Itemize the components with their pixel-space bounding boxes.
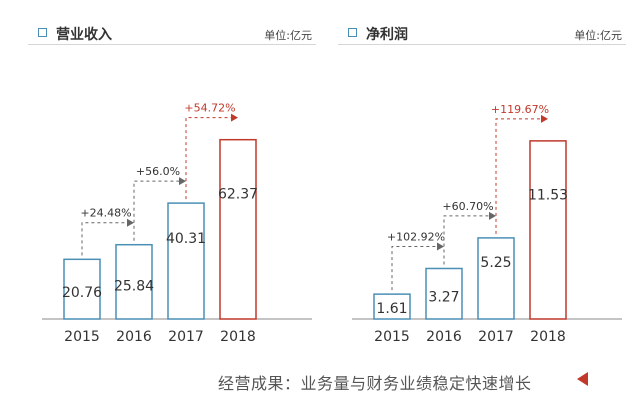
growth-arrow-2017: [443, 215, 490, 265]
value-label-2017: 40.31: [166, 231, 206, 247]
bar-2015: [63, 258, 101, 320]
value-label-2015: 1.61: [376, 301, 407, 317]
square-bullet-icon: [38, 28, 47, 37]
growth-label-2018: +54.72%: [184, 102, 235, 115]
square-bullet-icon: [348, 28, 357, 37]
value-label-2018: 11.53: [528, 187, 568, 203]
bar-2018: [219, 138, 257, 320]
tick-label-2018: 2018: [530, 329, 566, 345]
growth-arrow-2017: [133, 180, 180, 241]
growth-arrow-2018: [495, 118, 542, 234]
growth-arrowhead-2018: [231, 113, 238, 122]
tick-label-2015: 2015: [374, 329, 410, 345]
net-profit-chart: 1.61 2015 3.27 2016 5.25 2017 11.53 2018 +102.92…: [352, 103, 622, 345]
tick-label-2015: 2015: [64, 329, 100, 345]
tick-label-2018: 2018: [220, 329, 256, 345]
growth-label-2016: +24.48%: [80, 207, 131, 220]
net-profit-panel-header: 净利润 单位:亿元: [338, 24, 626, 45]
net-profit-title: 净利润: [366, 27, 408, 43]
revenue-chart: 20.76 2015 25.84 2016 40.31 2017 62.37 2018 +24.…: [42, 102, 312, 345]
growth-arrowhead-2018: [541, 114, 548, 123]
net-profit-panel: 净利润 单位:亿元 1.61 2015 3.27 2016 5.25 2017 11.53 2…: [330, 0, 630, 350]
value-label-2015: 20.76: [62, 285, 102, 301]
growth-arrowhead-2017: [489, 211, 496, 220]
value-label-2017: 5.25: [480, 255, 511, 271]
growth-arrow-2016: [81, 222, 128, 256]
value-label-2018: 62.37: [218, 186, 258, 202]
tick-label-2017: 2017: [168, 329, 204, 345]
net-profit-unit: 单位:亿元: [574, 29, 622, 42]
bar-2017: [477, 237, 515, 320]
revenue-panel: 营业收入 单位:亿元 20.76 2015 25.84 2016 40.31 2017 62…: [20, 0, 320, 350]
value-label-2016: 25.84: [114, 279, 154, 295]
footer-caption: 经营成果：业务量与财务业绩稳定快速增长: [218, 374, 532, 393]
tick-label-2016: 2016: [116, 329, 152, 345]
growth-arrowhead-2017: [179, 177, 186, 186]
revenue-title: 营业收入: [56, 27, 112, 43]
bar-2017: [167, 202, 205, 320]
bar-2016: [425, 267, 463, 320]
revenue-unit: 单位:亿元: [264, 29, 312, 42]
growth-arrowhead-2016: [127, 218, 134, 227]
tick-label-2017: 2017: [478, 329, 514, 345]
growth-label-2016: +102.92%: [387, 230, 445, 243]
growth-label-2017: +56.0%: [136, 165, 180, 178]
tick-label-2016: 2016: [426, 329, 462, 345]
growth-arrow-2016: [391, 245, 438, 291]
growth-arrowhead-2016: [437, 242, 444, 251]
value-label-2016: 3.27: [428, 289, 459, 305]
growth-label-2018: +119.67%: [491, 103, 549, 116]
left-arrow-icon: [577, 372, 588, 386]
bar-2016: [115, 243, 153, 320]
revenue-panel-header: 营业收入 单位:亿元: [28, 24, 316, 45]
growth-label-2017: +60.70%: [442, 200, 493, 213]
bar-2015: [373, 293, 411, 320]
bar-2018: [529, 140, 567, 320]
